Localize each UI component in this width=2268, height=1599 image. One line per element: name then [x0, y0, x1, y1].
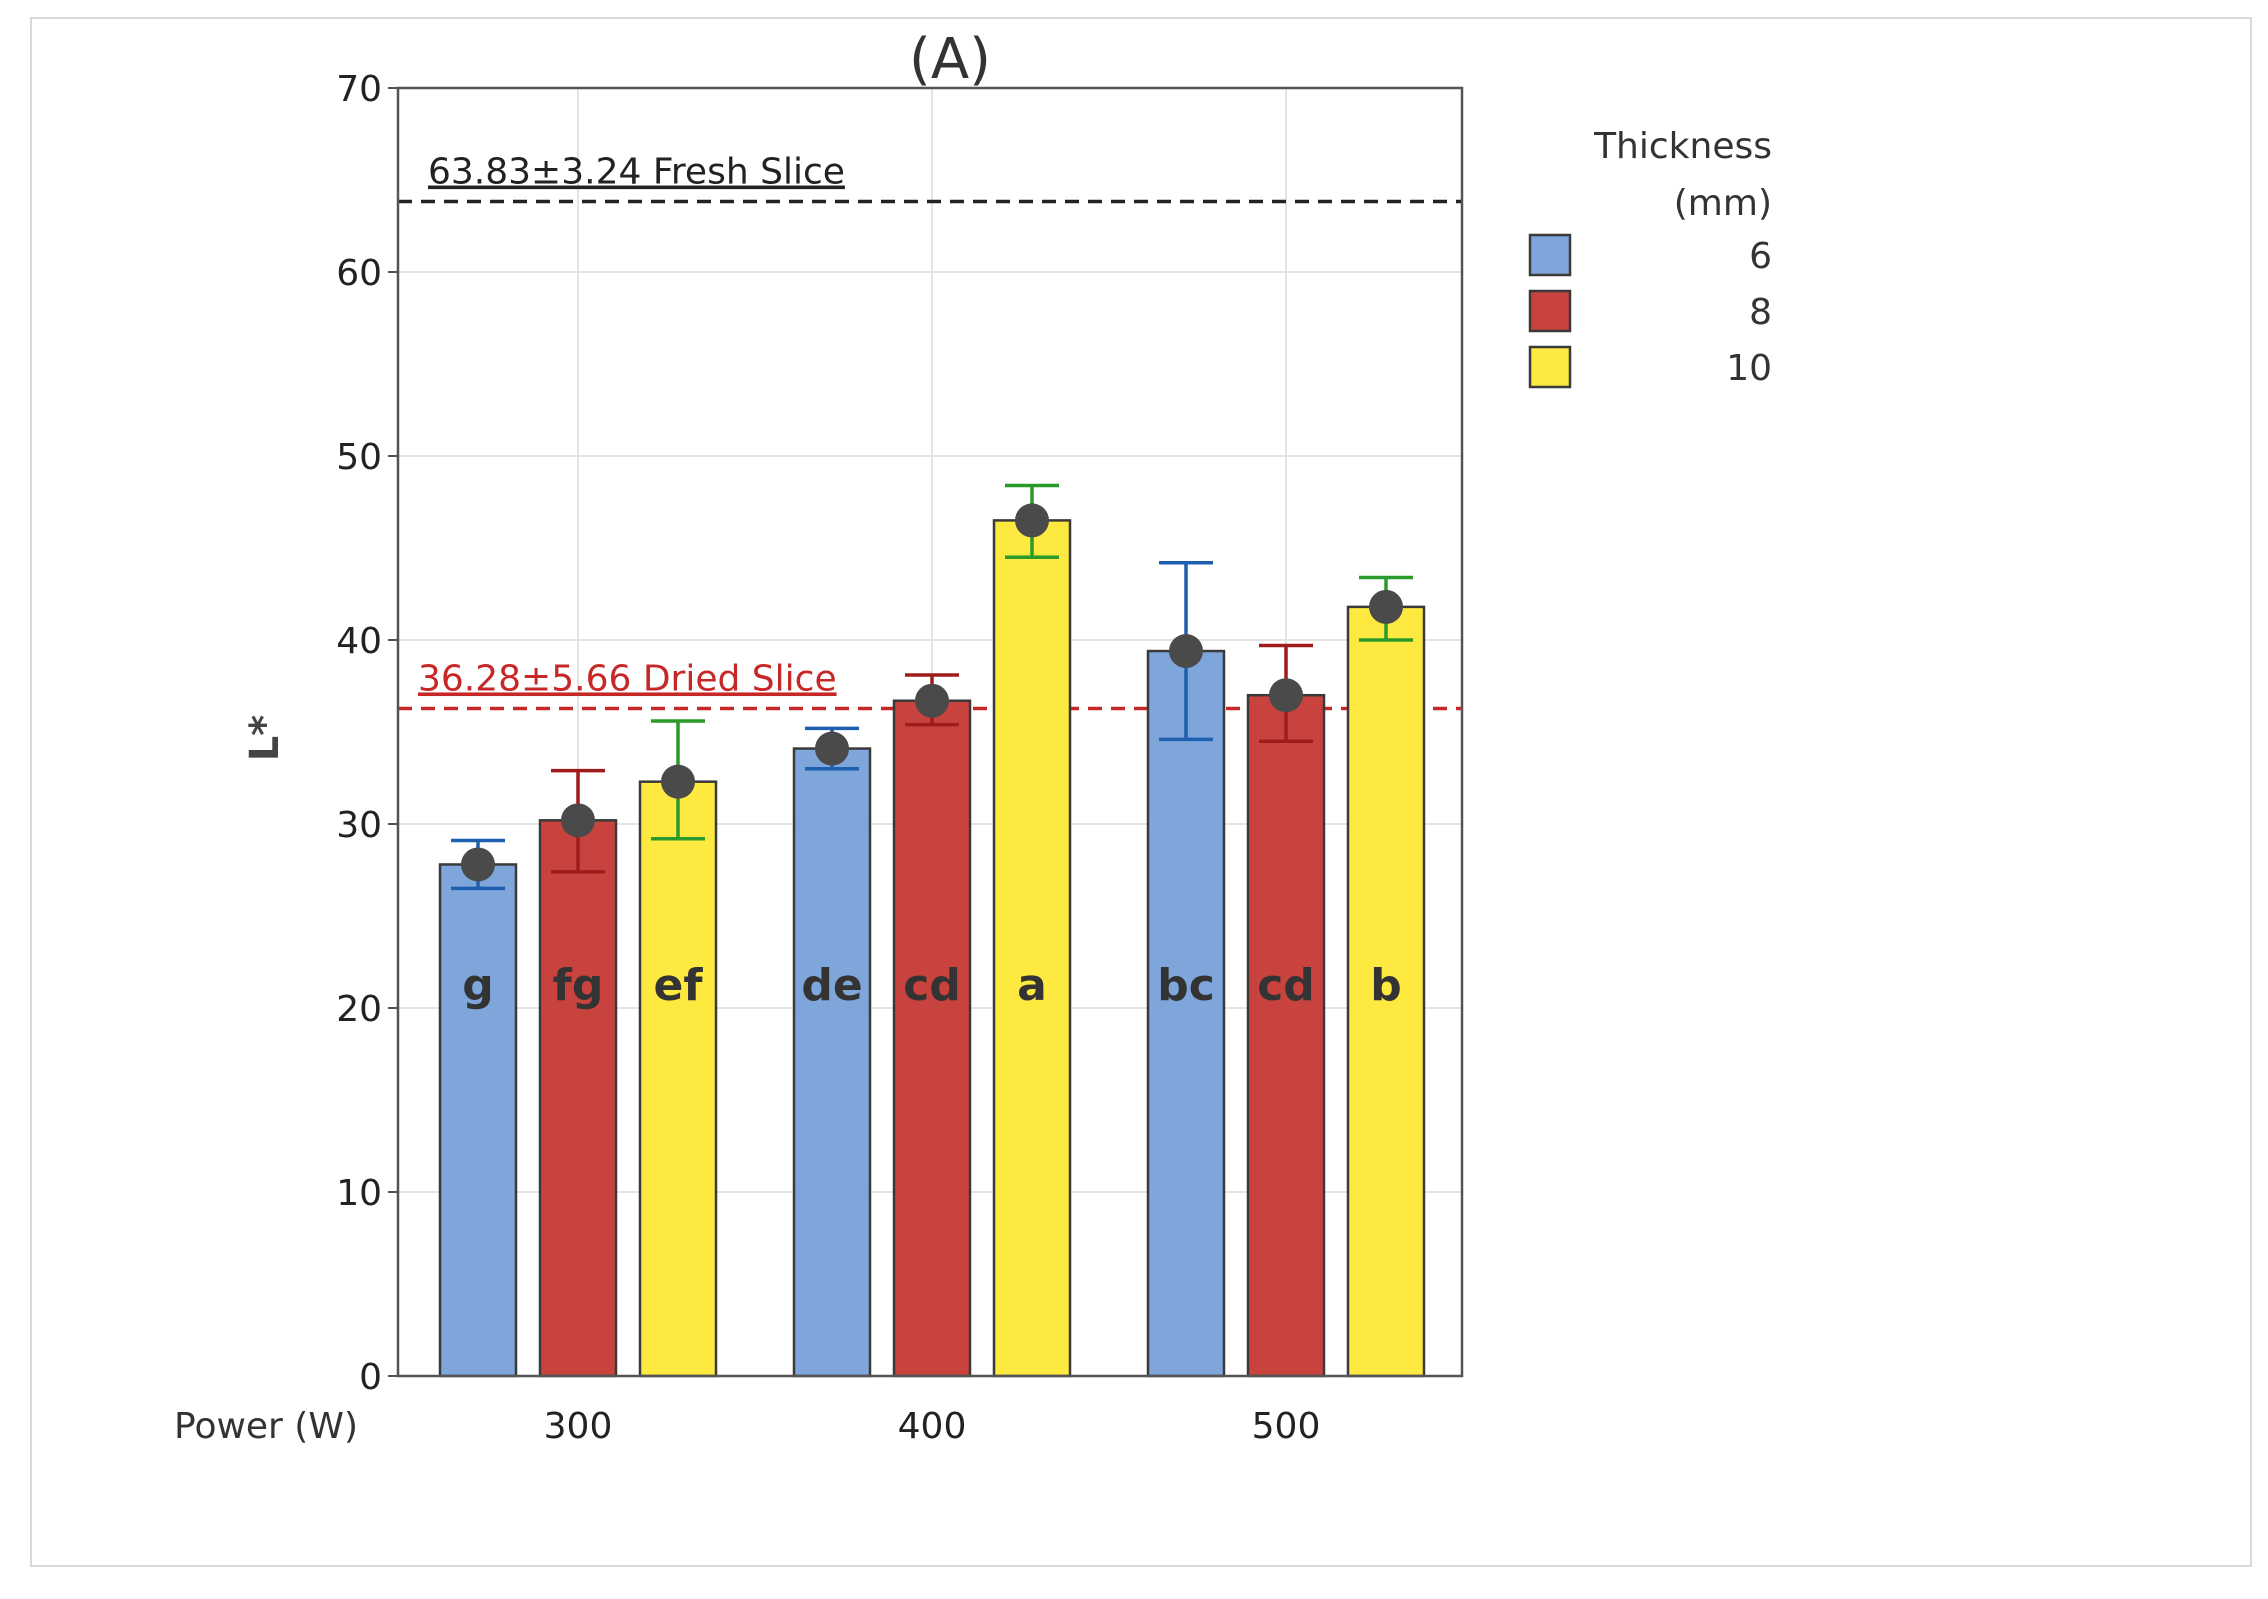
- significance-letter: g: [462, 960, 494, 1011]
- bar: [892, 699, 972, 1378]
- y-tick-label: 40: [336, 621, 382, 662]
- significance-letter: b: [1370, 960, 1402, 1011]
- y-tick-label: 30: [336, 805, 382, 846]
- mean-point: [561, 803, 595, 838]
- y-tick-label: 0: [359, 1357, 382, 1398]
- significance-letters: g de bc fg cd cd ef a b: [462, 960, 1402, 1011]
- significance-letter: ef: [654, 960, 704, 1011]
- legend-label: 6: [1749, 236, 1772, 277]
- y-tick-label: 60: [336, 253, 382, 294]
- plot-border: [396, 86, 1464, 1378]
- significance-letter: cd: [903, 960, 961, 1011]
- mean-point: [915, 683, 949, 718]
- mean-point: [1015, 503, 1049, 538]
- reference-lines: 63.83±3.24 Fresh Slice 36.28±5.66 Dried S…: [398, 152, 1462, 711]
- reference-line-label: 63.83±3.24 Fresh Slice: [428, 152, 845, 193]
- y-tick-label: 20: [336, 989, 382, 1030]
- error-bars: [451, 483, 1413, 891]
- bar: [1246, 693, 1326, 1378]
- x-tick-label: 500: [1252, 1406, 1321, 1447]
- bar: [638, 780, 718, 1378]
- mean-point: [815, 731, 849, 766]
- mean-point: [1269, 678, 1303, 713]
- legend-title-line1: Thickness: [1593, 126, 1772, 167]
- legend-title-line2: (mm): [1674, 183, 1772, 224]
- legend-swatch: [1528, 289, 1572, 333]
- x-tick-label: 400: [898, 1406, 967, 1447]
- reference-line-label: 36.28±5.66 Dried Slice: [418, 658, 837, 699]
- legend-swatch: [1528, 345, 1572, 389]
- mean-point: [1369, 589, 1403, 624]
- significance-letter: a: [1017, 960, 1047, 1011]
- significance-letter: cd: [1257, 960, 1315, 1011]
- significance-letter: fg: [553, 960, 604, 1011]
- legend: Thickness (mm) 6 8 10: [1528, 126, 1772, 389]
- bar: [792, 747, 872, 1378]
- bar: [538, 819, 618, 1378]
- bar: [992, 519, 1072, 1378]
- y-tick-label: 10: [336, 1173, 382, 1214]
- significance-letter: de: [801, 960, 862, 1011]
- x-tick-label: 300: [544, 1406, 613, 1447]
- chart-title: (A): [909, 27, 991, 92]
- legend-swatch: [1528, 233, 1572, 277]
- mean-point: [661, 764, 695, 799]
- y-tick-label: 50: [336, 437, 382, 478]
- figure-frame: [30, 17, 2252, 1567]
- bar: [1146, 649, 1226, 1378]
- axes: 0 10 20 30 40 50 60 70 300 400 500: [336, 69, 1464, 1447]
- y-axis-label: L*: [242, 715, 288, 761]
- y-tick-label: 70: [336, 69, 382, 110]
- bar: [438, 863, 518, 1378]
- mean-point: [1169, 634, 1203, 669]
- legend-label: 10: [1726, 348, 1772, 389]
- mean-point: [461, 847, 495, 882]
- significance-letter: bc: [1157, 960, 1215, 1011]
- bars: [438, 519, 1426, 1378]
- legend-label: 8: [1749, 292, 1772, 333]
- x-axis-label: Power (W): [174, 1406, 358, 1447]
